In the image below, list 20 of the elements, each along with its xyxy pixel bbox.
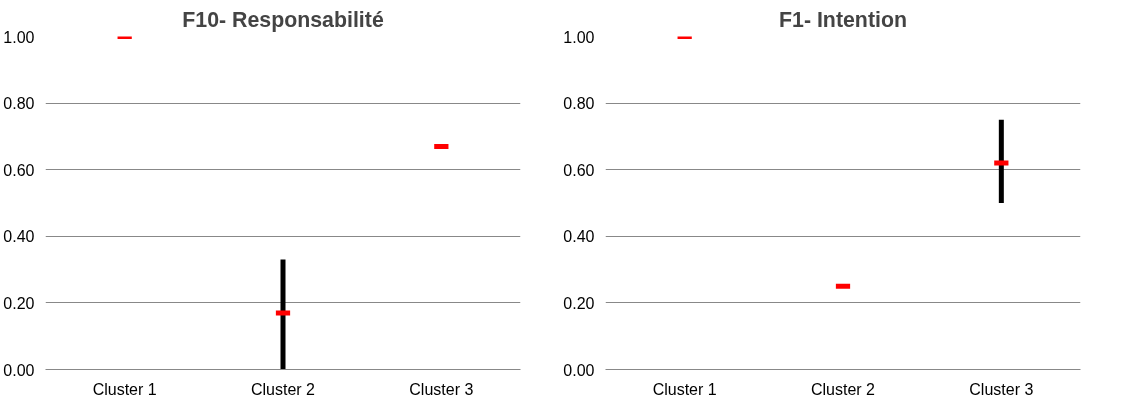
y-tick-label: 0.80 [3, 95, 35, 113]
y-tick-label: 0.00 [3, 361, 35, 379]
y-tick-label: 1.00 [3, 28, 35, 46]
y-tick-label: 0.80 [563, 95, 595, 113]
y-tick-label: 0.60 [563, 161, 595, 179]
chart-title: F1- Intention [779, 7, 907, 32]
y-tick-label: 0.20 [563, 294, 595, 312]
x-tick-label: Cluster 1 [652, 380, 717, 398]
x-tick-label: Cluster 3 [409, 380, 474, 398]
x-tick-label: Cluster 2 [810, 380, 876, 398]
y-tick-label: 1.00 [563, 28, 595, 46]
y-tick-label: 0.20 [3, 294, 35, 312]
x-tick-label: Cluster 3 [969, 380, 1034, 398]
chart-title: F10- Responsabilité [182, 7, 384, 32]
y-tick-label: 0.60 [3, 161, 35, 179]
y-tick-label: 0.00 [563, 361, 595, 379]
y-tick-label: 0.40 [563, 228, 595, 246]
x-tick-label: Cluster 2 [250, 380, 316, 398]
y-tick-label: 0.40 [3, 228, 35, 246]
x-tick-label: Cluster 1 [92, 380, 157, 398]
